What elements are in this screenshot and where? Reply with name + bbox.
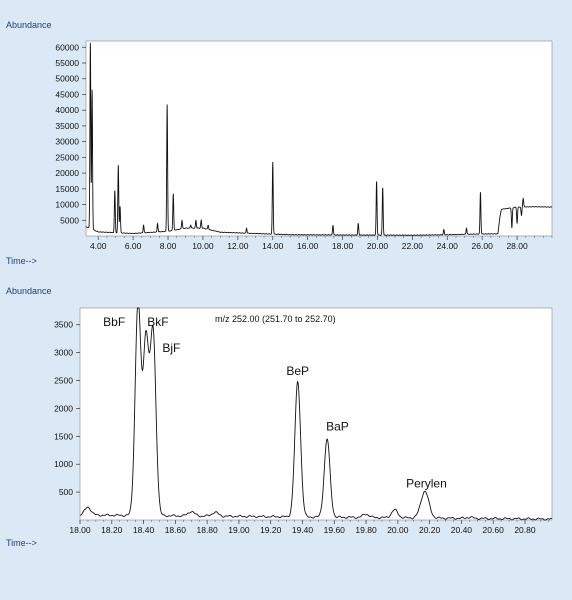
chart1-y-tick-label: 20000	[55, 168, 79, 178]
chart2-x-tick-label: 20.80	[514, 525, 536, 535]
chart2-x-tick-label: 19.40	[292, 525, 314, 535]
chart2-x-tick-label: 19.20	[260, 525, 282, 535]
peak-label-bap: BaP	[326, 420, 349, 434]
chart1-y-tick-label: 50000	[55, 74, 79, 84]
chart2-x-tick-label: 18.00	[69, 525, 91, 535]
chart1-x-tick-label: 20.00	[367, 241, 389, 251]
chart2-y-axis-label: Abundance	[6, 286, 52, 296]
peak-label-bep: BeP	[286, 364, 309, 378]
chart1-x-tick-label: 22.00	[402, 241, 424, 251]
chart1-y-axis-label: Abundance	[6, 20, 52, 30]
chart2-y-tick-label: 500	[59, 487, 73, 497]
chart1-x-tick-label: 24.00	[437, 241, 459, 251]
chart2-y-tick-label: 3500	[54, 320, 73, 330]
chart1-x-tick-label: 18.00	[332, 241, 354, 251]
chart1-x-tick-label: 10.00	[192, 241, 214, 251]
peak-label-bbf: BbF	[103, 315, 125, 329]
chart2-y-tick-label: 2000	[54, 403, 73, 413]
chart2-x-tick-label: 18.20	[101, 525, 123, 535]
chart2-y-tick-label: 1000	[54, 459, 73, 469]
chart1-x-tick-label: 14.00	[262, 241, 284, 251]
chart2-x-tick-label: 20.40	[451, 525, 473, 535]
chart1-y-tick-label: 35000	[55, 121, 79, 131]
chart1-y-tick-label: 45000	[55, 89, 79, 99]
chart2-x-tick-label: 19.00	[228, 525, 250, 535]
chart2-x-tick-label: 18.40	[133, 525, 155, 535]
chart2-x-tick-label: 18.60	[165, 525, 187, 535]
chart2-subtitle: m/z 252.00 (251.70 to 252.70)	[215, 314, 336, 324]
chart2-y-tick-label: 2500	[54, 376, 73, 386]
chart1-y-tick-label: 30000	[55, 137, 79, 147]
chart1-y-tick-label: 55000	[55, 58, 79, 68]
chart-total-ion-chromatogram: Abundance 5000 10000 15000 20000 25000 30000 3…	[6, 20, 553, 266]
chart1-y-tick-label: 60000	[55, 42, 79, 52]
chart1-y-tick-label: 10000	[55, 200, 79, 210]
chart2-x-tick-label: 18.80	[196, 525, 218, 535]
chart1-x-tick-label: 8.00	[160, 241, 177, 251]
chart1-x-tick-label: 4.00	[90, 241, 107, 251]
chart1-y-tick-label: 5000	[60, 215, 79, 225]
chart1-x-tick-label: 16.00	[297, 241, 319, 251]
chart2-x-tick-label: 20.60	[483, 525, 505, 535]
chart1-x-tick-label: 6.00	[125, 241, 142, 251]
chart2-trace-line	[79, 307, 552, 521]
chart1-y-tick-label: 40000	[55, 105, 79, 115]
chart1-y-tick-label: 25000	[55, 152, 79, 162]
peak-label-bjf: BjF	[162, 341, 180, 355]
chart1-trace-line	[85, 42, 553, 236]
chart1-x-tick-label: 26.00	[472, 241, 494, 251]
chart1-x-tick-label: 12.00	[227, 241, 249, 251]
chart2-x-axis-label: Time-->	[6, 538, 37, 548]
chart2-x-tick-label: 20.00	[387, 525, 409, 535]
chart1-plot-area	[85, 40, 553, 237]
chart-extracted-ion-chromatogram: Abundance m/z 252.00 (251.70 to 252.70) …	[6, 286, 553, 548]
chart2-y-tick-label: 1500	[54, 431, 73, 441]
peak-label-bkf: BkF	[147, 315, 168, 329]
chart1-x-tick-label: 28.00	[506, 241, 528, 251]
chart1-x-axis-label: Time-->	[6, 256, 37, 266]
chart2-x-tick-label: 19.80	[355, 525, 377, 535]
peak-label-perylen: Perylen	[406, 477, 447, 491]
chart2-x-tick-label: 19.60	[324, 525, 346, 535]
chart2-y-tick-label: 3000	[54, 348, 73, 358]
chart1-y-tick-label: 15000	[55, 184, 79, 194]
chart2-x-tick-label: 20.20	[419, 525, 441, 535]
